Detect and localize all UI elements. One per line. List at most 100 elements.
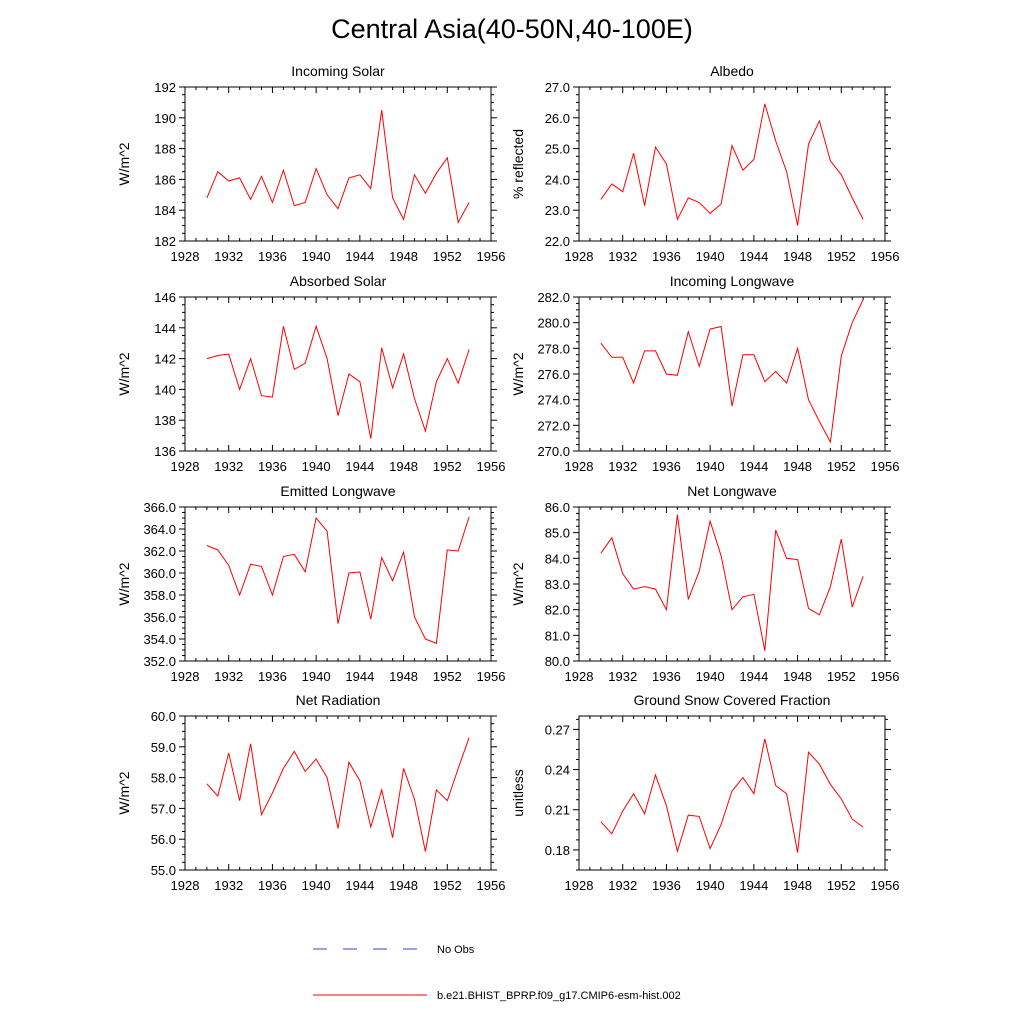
x-tick-label: 1940 [302, 249, 331, 264]
y-tick-label: 354.0 [143, 632, 176, 647]
x-tick-label: 1932 [608, 249, 637, 264]
chart-panel-5: Emitted Longwave W/m^2 1928 1932 1936 1940 194… [116, 483, 505, 684]
x-tick-label: 1948 [389, 459, 418, 474]
x-tick-label: 1944 [345, 459, 374, 474]
y-tick-label: 190 [154, 111, 176, 126]
panel-title: Net Longwave [687, 483, 777, 499]
y-tick-label: 366.0 [143, 500, 176, 515]
panel-title: Emitted Longwave [280, 483, 395, 499]
y-tick-label: 26.0 [545, 111, 570, 126]
x-tick-label: 1944 [345, 669, 374, 684]
x-tick-label: 1928 [171, 669, 200, 684]
series-line [600, 103, 864, 226]
y-tick-label: 84.0 [545, 551, 570, 566]
x-tick-label: 1940 [696, 249, 725, 264]
y-tick-label: 0.18 [545, 843, 570, 858]
x-tick-label: 1952 [433, 669, 462, 684]
y-tick-label: 85.0 [545, 526, 570, 541]
y-tick-label: 272.0 [537, 418, 570, 433]
y-tick-label: 188 [154, 142, 176, 157]
series-line [206, 324, 470, 439]
x-tick-label: 1932 [608, 669, 637, 684]
x-tick-label: 1932 [214, 669, 243, 684]
y-tick-label: 80.0 [545, 654, 570, 669]
x-tick-label: 1928 [171, 459, 200, 474]
plot-frame [184, 296, 492, 452]
x-tick-label: 1952 [433, 459, 462, 474]
x-tick-label: 1936 [258, 459, 287, 474]
y-tick-label: 276.0 [537, 367, 570, 382]
y-tick-label: 0.21 [545, 803, 570, 818]
y-tick-label: 142 [154, 352, 176, 367]
y-axis-label: W/m^2 [510, 562, 526, 605]
y-tick-label: 27.0 [545, 80, 570, 95]
x-tick-label: 1952 [827, 459, 856, 474]
x-tick-label: 1948 [783, 459, 812, 474]
x-tick-label: 1936 [258, 669, 287, 684]
y-tick-label: 282.0 [537, 290, 570, 305]
x-tick-label: 1928 [565, 249, 594, 264]
chart-panel-1: Incoming Solar W/m^2 1928 1932 1936 1940 1944 1… [116, 63, 505, 264]
x-tick-label: 1936 [258, 878, 287, 893]
y-axis-label: unitless [510, 769, 526, 816]
chart-panel-2: Albedo % reflected 1928 1932 1936 1940 1944 194… [510, 63, 899, 264]
series-line [206, 737, 470, 852]
x-tick-label: 1936 [652, 249, 681, 264]
panel-title: Incoming Longwave [670, 273, 795, 289]
y-tick-label: 55.0 [151, 863, 176, 878]
x-tick-label: 1940 [696, 459, 725, 474]
x-tick-label: 1956 [871, 249, 900, 264]
y-axis-label: W/m^2 [116, 142, 132, 185]
panel-title: Net Radiation [296, 692, 381, 708]
x-tick-label: 1940 [302, 669, 331, 684]
x-tick-label: 1944 [345, 249, 374, 264]
y-tick-label: 146 [154, 290, 176, 305]
x-tick-label: 1940 [302, 878, 331, 893]
chart-panel-7: Net Radiation W/m^2 1928 1932 1936 1940 1944 19… [116, 692, 505, 893]
y-tick-label: 58.0 [151, 771, 176, 786]
figure-title: Central Asia(40-50N,40-100E) [331, 14, 693, 44]
x-tick-label: 1948 [783, 249, 812, 264]
x-tick-label: 1956 [477, 878, 506, 893]
y-tick-label: 364.0 [143, 522, 176, 537]
x-tick-label: 1956 [477, 669, 506, 684]
plot-frame [578, 506, 886, 662]
x-tick-label: 1944 [345, 878, 374, 893]
x-tick-label: 1928 [565, 669, 594, 684]
series-line [600, 738, 864, 854]
x-tick-label: 1940 [696, 878, 725, 893]
x-tick-label: 1940 [696, 669, 725, 684]
y-tick-label: 0.24 [545, 763, 570, 778]
plot-frame [184, 86, 492, 242]
x-tick-label: 1932 [214, 249, 243, 264]
panel-title: Absorbed Solar [290, 273, 387, 289]
chart-panel-6: Net Longwave W/m^2 1928 1932 1936 1940 1944 194… [510, 483, 899, 684]
x-tick-label: 1932 [214, 459, 243, 474]
y-tick-label: 274.0 [537, 393, 570, 408]
y-tick-label: 56.0 [151, 832, 176, 847]
x-tick-label: 1944 [739, 459, 768, 474]
plot-frame [578, 86, 886, 242]
y-axis-label: W/m^2 [116, 771, 132, 814]
legend-obs-label: No Obs [437, 944, 475, 956]
y-tick-label: 138 [154, 413, 176, 428]
y-tick-label: 136 [154, 444, 176, 459]
x-tick-label: 1936 [652, 459, 681, 474]
y-tick-label: 140 [154, 382, 176, 397]
y-tick-label: 0.27 [545, 722, 570, 737]
x-tick-label: 1948 [389, 878, 418, 893]
x-tick-label: 1952 [827, 669, 856, 684]
x-tick-label: 1948 [783, 669, 812, 684]
plot-frame [184, 506, 492, 662]
series-line [600, 299, 864, 444]
x-tick-label: 1940 [302, 459, 331, 474]
y-tick-label: 280.0 [537, 316, 570, 331]
y-axis-label: W/m^2 [116, 562, 132, 605]
y-tick-label: 182 [154, 234, 176, 249]
x-tick-label: 1952 [433, 249, 462, 264]
y-axis-label: % reflected [510, 129, 526, 199]
y-tick-label: 82.0 [545, 603, 570, 618]
y-tick-label: 144 [154, 321, 176, 336]
x-tick-label: 1928 [565, 878, 594, 893]
